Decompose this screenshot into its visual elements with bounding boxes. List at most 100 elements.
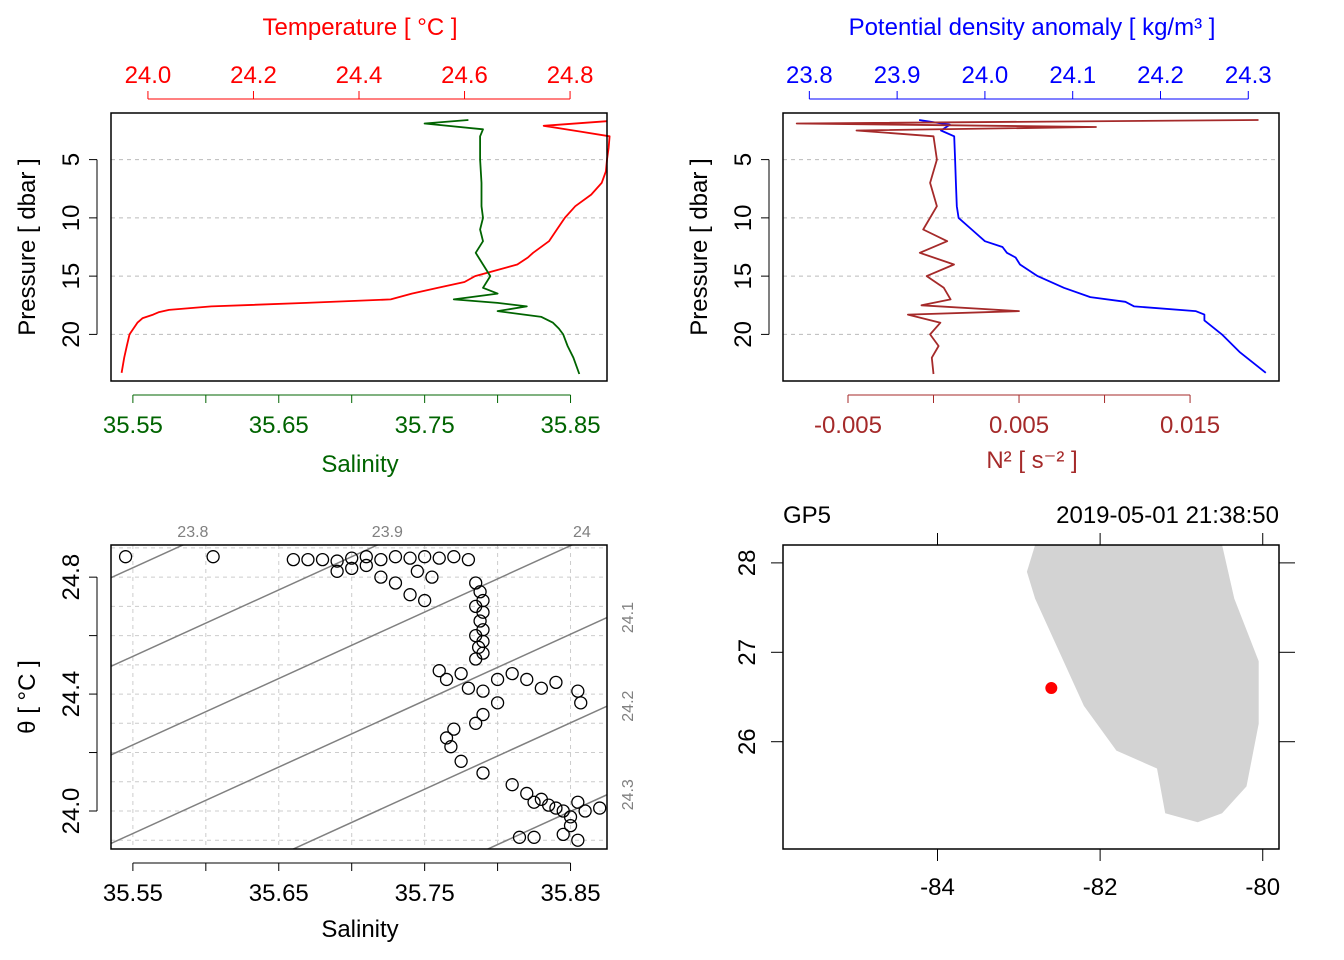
top-tick-label: 24.1	[1049, 62, 1096, 89]
ts-point	[388, 576, 403, 590]
isopycnal-label: 24	[573, 524, 591, 541]
station-marker	[1045, 682, 1058, 695]
ts-point	[439, 672, 454, 687]
top-tick-label: 24.4	[336, 62, 383, 89]
ts-point	[593, 801, 607, 815]
ts-point	[578, 804, 592, 818]
series-line-temperature	[120, 120, 611, 373]
ts-point	[534, 681, 549, 695]
temperature-axis: 24.0 24.2 24.4 24.6 24.8	[125, 62, 594, 100]
salinity-axis-title: Salinity	[321, 916, 398, 943]
pressure-tick-label: 10	[730, 205, 757, 232]
ts-point	[476, 707, 490, 722]
ts-point	[454, 754, 468, 768]
isopycnal-label: 23.8	[177, 524, 208, 541]
salinity-axis: 35.55 35.65 35.75 35.85	[103, 862, 601, 907]
pressure-tick-label: 20	[58, 321, 85, 348]
bottom-tick-label: 35.55	[103, 412, 163, 439]
ts-point	[388, 550, 403, 564]
longitude-tick-label: -84	[920, 874, 955, 901]
ts-point	[447, 722, 461, 736]
pressure-axis: 5 10 15 20	[730, 153, 770, 348]
isopycnal-label: 24.2	[620, 690, 637, 721]
top-tick-label: 24.0	[125, 62, 172, 89]
n2-axis: -0.005 0.005 0.015	[814, 394, 1220, 439]
ts-point	[432, 551, 446, 565]
land-polygon	[1026, 545, 1259, 823]
isopycnal-lines	[111, 545, 607, 849]
ts-point	[359, 550, 373, 564]
isopycnal-label: 24.3	[620, 779, 637, 810]
pressure-axis-title: Pressure [ dbar ]	[686, 158, 713, 335]
pressure-gridlines	[111, 159, 607, 335]
top-tick-label: 24.2	[230, 62, 277, 89]
n2-axis-title: N² [ s⁻² ]	[986, 447, 1077, 474]
bottom-tick-label: 35.75	[395, 412, 455, 439]
theta-tick-label: 24.8	[58, 554, 85, 601]
ts-point	[461, 552, 476, 567]
ts-point	[549, 675, 563, 690]
ts-point	[571, 833, 585, 847]
ts-point	[505, 666, 519, 681]
salinity-axis-title: Salinity	[321, 451, 398, 478]
ts-point	[345, 561, 359, 576]
ts-points	[118, 550, 607, 847]
ts-gridlines	[111, 545, 607, 849]
ts-point	[527, 795, 541, 809]
density-n2-profile-panel: Potential density anomaly [ kg/m³ ] 23.8…	[686, 14, 1280, 474]
ts-point	[563, 818, 578, 833]
pressure-axis-title: Pressure [ dbar ]	[14, 158, 41, 335]
pressure-tick-label: 5	[730, 153, 757, 166]
pressure-gridlines	[783, 159, 1279, 335]
theta-tick-label: 24.4	[58, 671, 85, 718]
ts-point	[444, 740, 458, 754]
latitude-tick-label: 26	[734, 728, 761, 755]
bottom-tick-label: 35.65	[249, 412, 309, 439]
ts-point	[330, 564, 344, 578]
top-tick-label: 24.8	[547, 62, 594, 89]
pressure-tick-label: 15	[730, 263, 757, 290]
salinity-axis: 35.55 35.65 35.75 35.85	[103, 394, 601, 439]
ts-point	[520, 786, 534, 801]
plot-frame	[110, 544, 608, 850]
temperature-axis-title: Temperature [ °C ]	[263, 14, 458, 41]
salinity-tick-label: 35.55	[103, 880, 163, 907]
ts-point	[301, 552, 315, 567]
ts-point	[206, 550, 220, 564]
station-map-panel: -84 -82 -80 26 27 28 GP5 2019-05-01 21:38:50	[734, 502, 1295, 901]
top-tick-label: 24.6	[441, 62, 488, 89]
ts-point	[520, 672, 534, 687]
ts-point	[345, 551, 359, 565]
longitude-tick-label: -80	[1245, 874, 1280, 901]
ts-point	[556, 827, 570, 842]
pressure-tick-label: 5	[58, 153, 85, 166]
ts-point	[469, 576, 483, 590]
isopycnal-line	[111, 545, 574, 756]
ts-point	[359, 558, 373, 573]
ts-point	[476, 766, 490, 780]
ts-point	[403, 588, 417, 602]
ts-point	[447, 550, 461, 564]
ts-point	[425, 570, 439, 584]
pressure-tick-label: 15	[58, 263, 85, 290]
ts-point	[403, 551, 417, 565]
latitude-tick-label: 27	[734, 639, 761, 666]
ts-point	[549, 801, 563, 815]
ts-point	[490, 696, 505, 710]
bottom-tick-label: 35.85	[540, 412, 600, 439]
ts-point	[410, 564, 425, 578]
station-name: GP5	[783, 502, 831, 529]
bottom-tick-label: 0.005	[989, 412, 1049, 439]
ts-point	[512, 830, 527, 844]
salinity-tick-label: 35.75	[395, 880, 455, 907]
isopycnal-line	[111, 616, 607, 845]
ts-point	[476, 605, 490, 619]
bottom-tick-label: 0.015	[1160, 412, 1220, 439]
isopycnal-line	[111, 545, 380, 668]
top-tick-label: 24.0	[962, 62, 1009, 89]
ts-point	[541, 798, 556, 812]
plot-frame	[110, 112, 608, 382]
isopycnal-label: 24.1	[620, 602, 637, 633]
